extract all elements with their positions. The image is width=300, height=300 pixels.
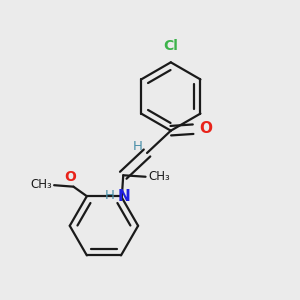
Text: N: N: [118, 190, 130, 205]
Text: CH₃: CH₃: [30, 178, 52, 191]
Text: H: H: [133, 140, 142, 153]
Text: O: O: [200, 121, 213, 136]
Text: CH₃: CH₃: [148, 170, 170, 183]
Text: Cl: Cl: [164, 39, 178, 53]
Text: H: H: [105, 189, 115, 202]
Text: O: O: [64, 170, 76, 184]
